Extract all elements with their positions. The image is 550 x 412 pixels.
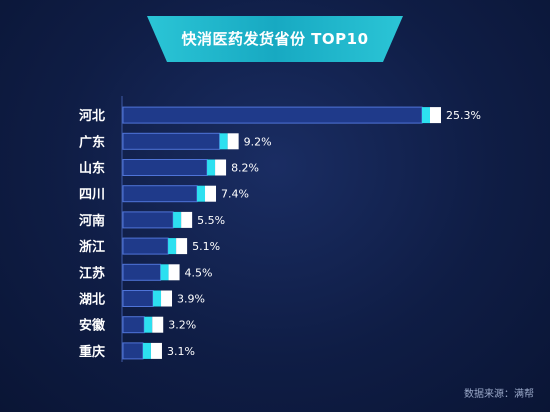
value-label: 4.5% (185, 266, 213, 279)
category-label: 四川 (79, 188, 105, 203)
category-label: 安徽 (79, 318, 106, 334)
bar-cap-white (161, 290, 173, 307)
bar-cap-cyan (197, 185, 206, 202)
bar-cap-white (168, 264, 180, 281)
bar-cap-white (430, 107, 441, 124)
bar-cap-cyan (142, 342, 151, 359)
value-label: 3.2% (168, 319, 196, 332)
bar-cap-cyan (153, 290, 162, 307)
category-label: 浙江 (79, 239, 105, 255)
category-label: 湖北 (79, 293, 105, 308)
value-label: 3.1% (167, 345, 195, 358)
category-label: 重庆 (79, 344, 105, 360)
value-label: 7.4% (221, 188, 249, 201)
category-label: 山东 (79, 161, 105, 177)
bar-cap-white (227, 133, 239, 150)
bar-cap-white (215, 159, 227, 176)
bar (122, 211, 174, 229)
category-label: 河南 (79, 213, 105, 229)
bar (122, 316, 145, 334)
bar (122, 159, 208, 176)
bar-cap-cyan (173, 211, 182, 228)
bar (122, 290, 154, 307)
chart-title: 快消医药发货省份 TOP10 (181, 30, 369, 48)
title-banner: 快消医药发货省份 TOP10 (147, 16, 403, 62)
value-label: 3.9% (177, 293, 205, 306)
bar (122, 132, 221, 150)
bar (122, 263, 162, 281)
bar-cap-cyan (168, 238, 177, 255)
bar (122, 342, 144, 360)
value-label: 9.2% (244, 135, 272, 148)
bar-cap-cyan (219, 133, 228, 150)
banner-shape (147, 16, 403, 62)
value-label: 5.1% (192, 240, 220, 253)
bar-cap-white (205, 185, 217, 202)
bar-cap-white (181, 211, 193, 228)
bar-cap-cyan (207, 159, 216, 176)
category-label: 江苏 (79, 265, 105, 281)
bar (122, 237, 169, 255)
bar-cap-cyan (422, 107, 430, 124)
bar-cap-cyan (144, 316, 153, 333)
bar-cap-cyan (160, 264, 169, 281)
category-label: 河北 (79, 108, 105, 124)
category-label: 广东 (79, 134, 105, 150)
data-source-note: 数据来源：满帮 (464, 389, 534, 400)
bar-cap-white (176, 238, 188, 255)
value-label: 8.2% (231, 162, 259, 175)
value-label: 5.5% (197, 214, 225, 227)
bar (122, 185, 198, 203)
bar-cap-white (152, 316, 164, 333)
bar-cap-white (150, 342, 162, 359)
value-label: 25.3% (446, 109, 481, 122)
bar (122, 106, 423, 124)
